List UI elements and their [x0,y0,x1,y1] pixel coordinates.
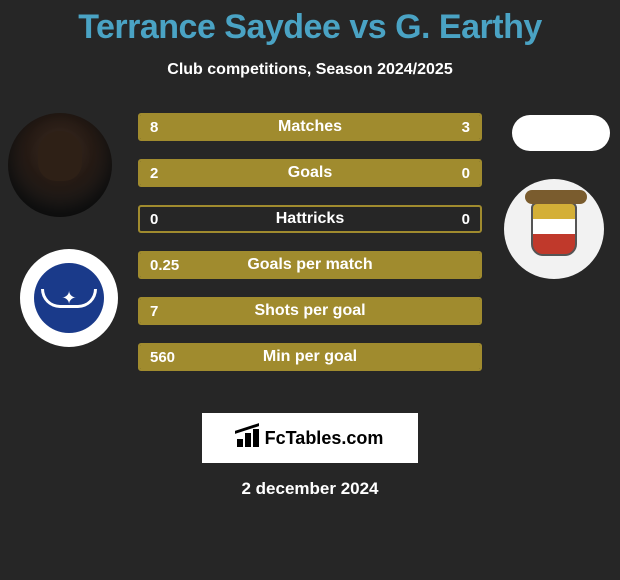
comparison-stage: 83Matches 20Goals 00Hattricks 0.25Goals per… [0,101,620,411]
stat-bars: 83Matches 20Goals 00Hattricks 0.25Goals per… [138,113,482,389]
page-title: Terrance Saydee vs G. Earthy [0,0,620,47]
club-left-crest [20,249,118,347]
club-left-crest-icon [34,263,104,333]
stat-bar-row: 83Matches [138,113,482,141]
stat-label: Shots per goal [140,299,480,323]
brand-badge: FcTables.com [202,413,418,463]
brand-text: FcTables.com [265,428,384,449]
player-left-avatar [8,113,112,217]
stat-bar-row: 00Hattricks [138,205,482,233]
stat-bar-row: 0.25Goals per match [138,251,482,279]
player-right-avatar-placeholder [512,115,610,151]
subtitle: Club competitions, Season 2024/2025 [0,61,620,79]
stat-label: Hattricks [140,207,480,231]
stat-label: Goals [140,161,480,185]
brand-chart-icon [237,429,259,447]
club-right-crest-icon [531,202,577,256]
club-right-crest [504,179,604,279]
stat-bar-row: 20Goals [138,159,482,187]
stat-label: Min per goal [140,345,480,369]
stat-bar-row: 7Shots per goal [138,297,482,325]
date-text: 2 december 2024 [0,479,620,499]
stat-bar-row: 560Min per goal [138,343,482,371]
stat-label: Matches [140,115,480,139]
stat-label: Goals per match [140,253,480,277]
